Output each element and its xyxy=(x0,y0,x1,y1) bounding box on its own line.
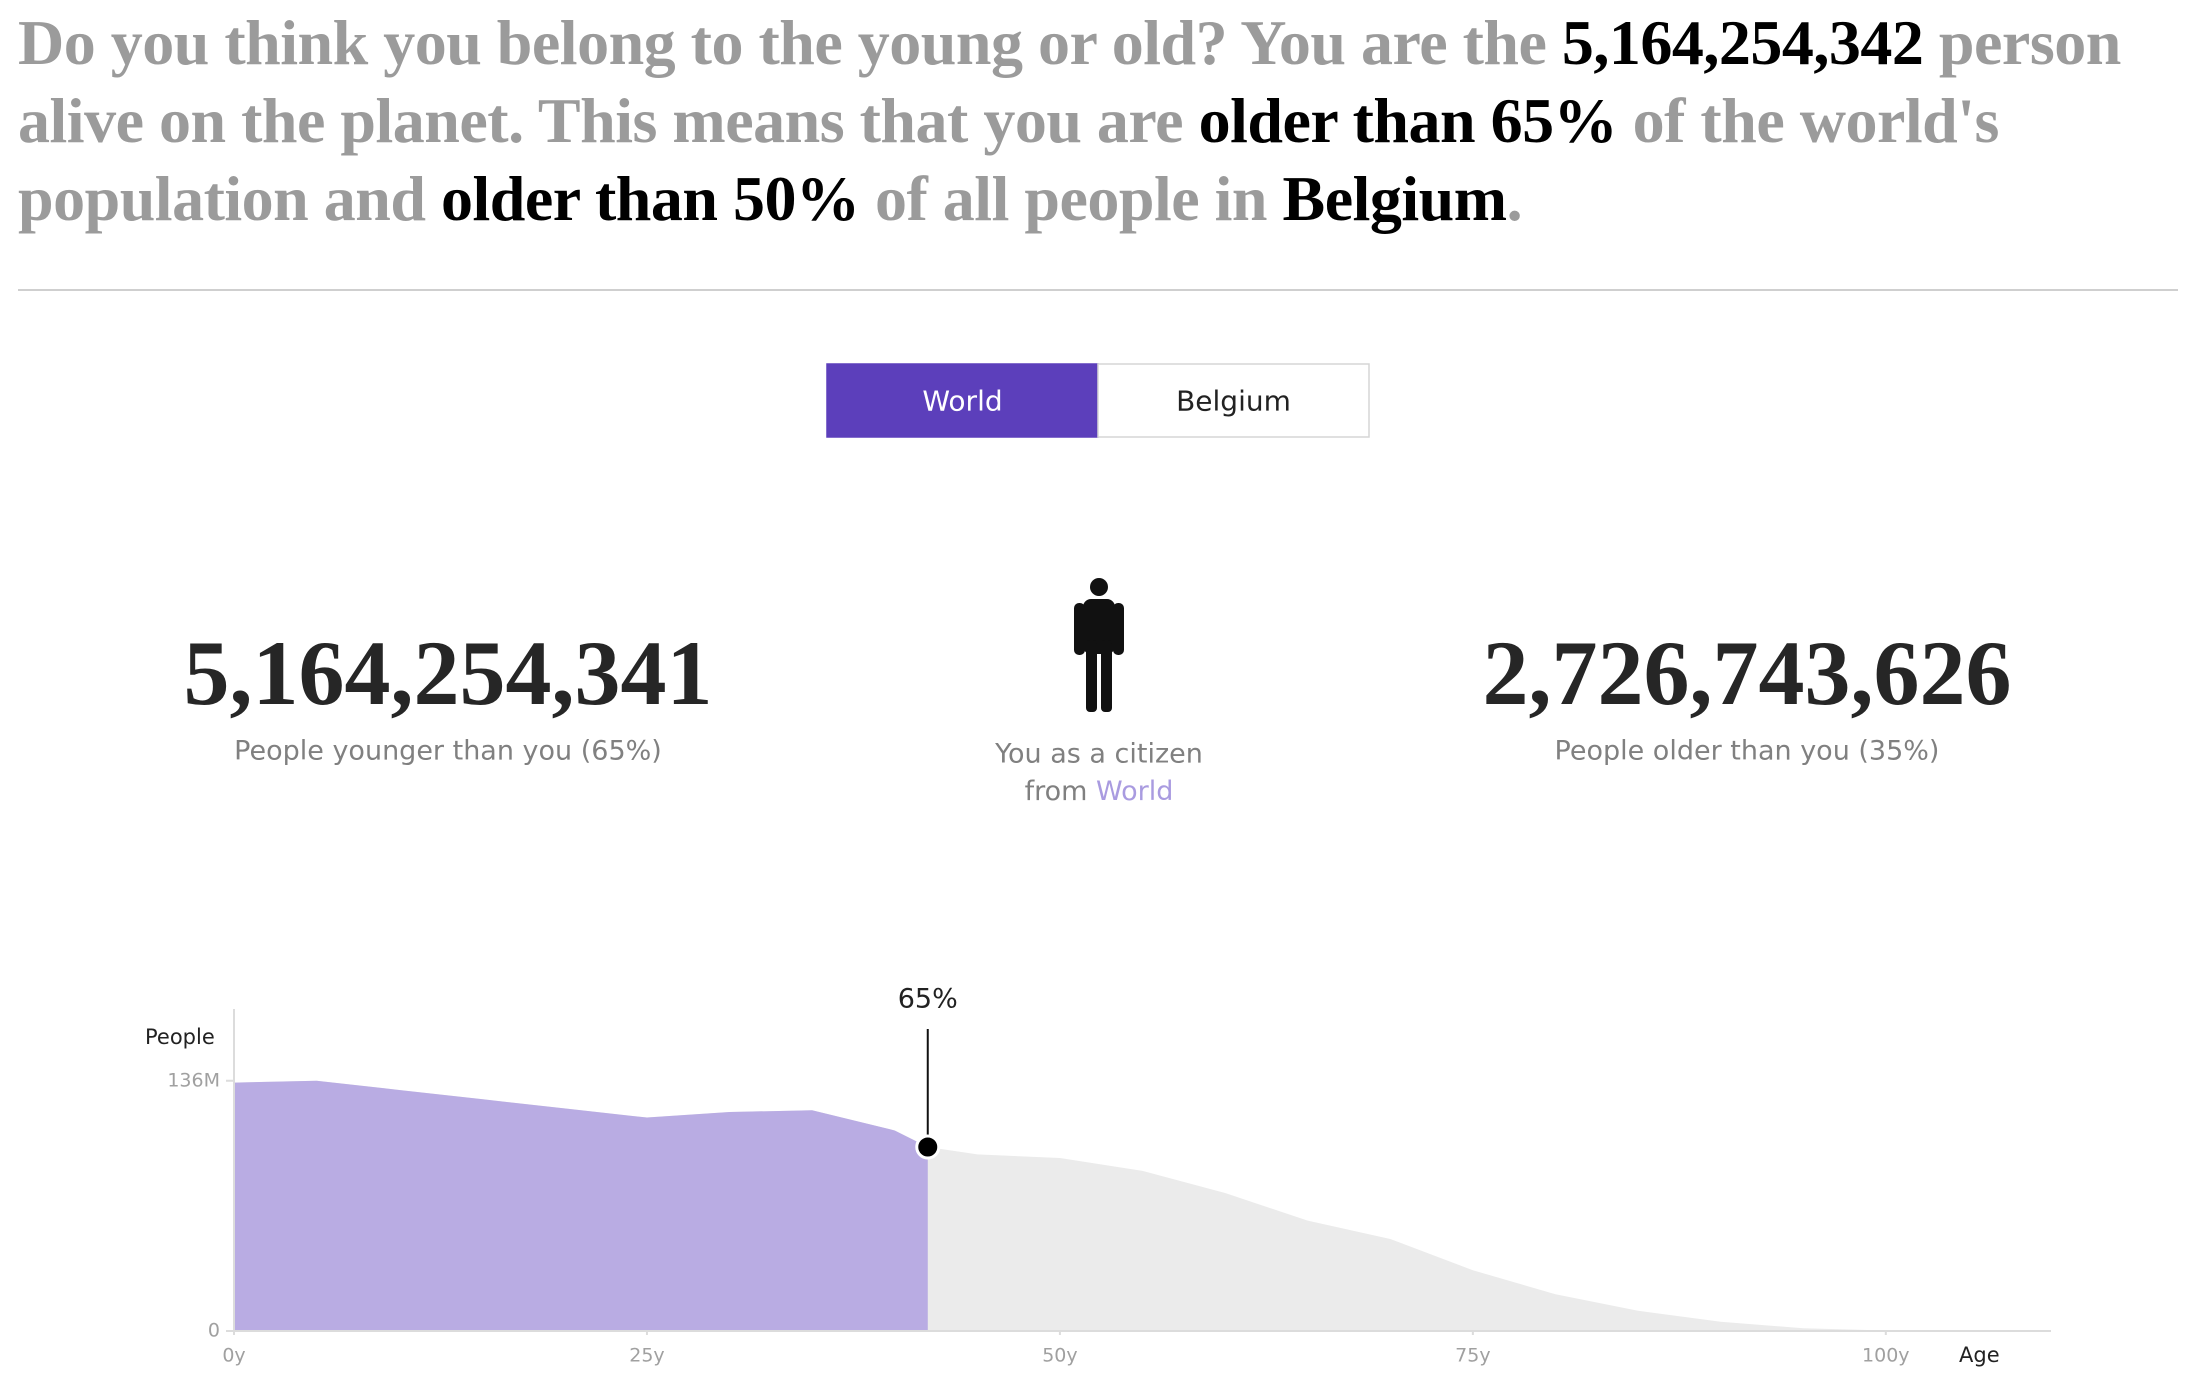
x-tick-label: 75y xyxy=(1455,1345,1490,1367)
person-icon xyxy=(1074,578,1124,712)
older-count: 2,726,743,626 xyxy=(1483,622,2012,724)
x-tick-label: 50y xyxy=(1042,1345,1077,1367)
toggle-label: Belgium xyxy=(1176,385,1291,418)
y-tick-label: 136M xyxy=(167,1069,220,1091)
toggle-label: World xyxy=(922,385,1002,418)
headline-text: person alive on the planet. This means t… xyxy=(18,7,2137,156)
headline-emphasis: older than 65% xyxy=(1198,85,1618,156)
toggle-button[interactable]: Belgium xyxy=(1097,363,1370,438)
younger-count: 5,164,254,341 xyxy=(184,622,713,724)
headline-text: . xyxy=(1506,163,1523,234)
y-tick-label: 0 xyxy=(208,1320,220,1342)
you-line2: from World xyxy=(1025,776,1174,807)
headline-text: of the world's population and xyxy=(18,85,2015,234)
headline-emphasis: older than 50% xyxy=(440,163,860,234)
toggle: World Belgium xyxy=(826,363,1370,438)
headline-emphasis: Belgium xyxy=(1282,163,1508,234)
headline-text: of all people in xyxy=(859,163,1283,234)
you-line1: You as a citizen xyxy=(994,739,1203,770)
toggle-button[interactable]: World xyxy=(826,363,1099,438)
you-from: from xyxy=(1025,776,1096,807)
younger-label: People younger than you (65%) xyxy=(234,736,662,767)
headline-text: Do you think you belong to the young or … xyxy=(18,7,1562,78)
chart: 0 136M 0y 25y 50y 75y 100y People Age 65% xyxy=(145,984,2051,1367)
x-tick-label: 25y xyxy=(629,1345,664,1367)
x-tick-label: 100y xyxy=(1862,1345,1910,1367)
headline-emphasis: 5,164,254,342 xyxy=(1561,7,1924,78)
you-place: World xyxy=(1096,776,1173,807)
marker-dot xyxy=(915,1134,941,1160)
x-tick-label: 0y xyxy=(222,1345,245,1367)
y-axis-label: People xyxy=(145,1025,215,1049)
x-axis-label: Age xyxy=(1959,1343,2000,1367)
headline: Do you think you belong to the young or … xyxy=(18,4,2188,238)
toggle-bg xyxy=(1097,363,1370,438)
toggle-bg xyxy=(826,363,1099,438)
older-label: People older than you (35%) xyxy=(1555,736,1940,767)
marker-label: 65% xyxy=(898,984,958,1015)
area-highlight xyxy=(234,1080,928,1331)
